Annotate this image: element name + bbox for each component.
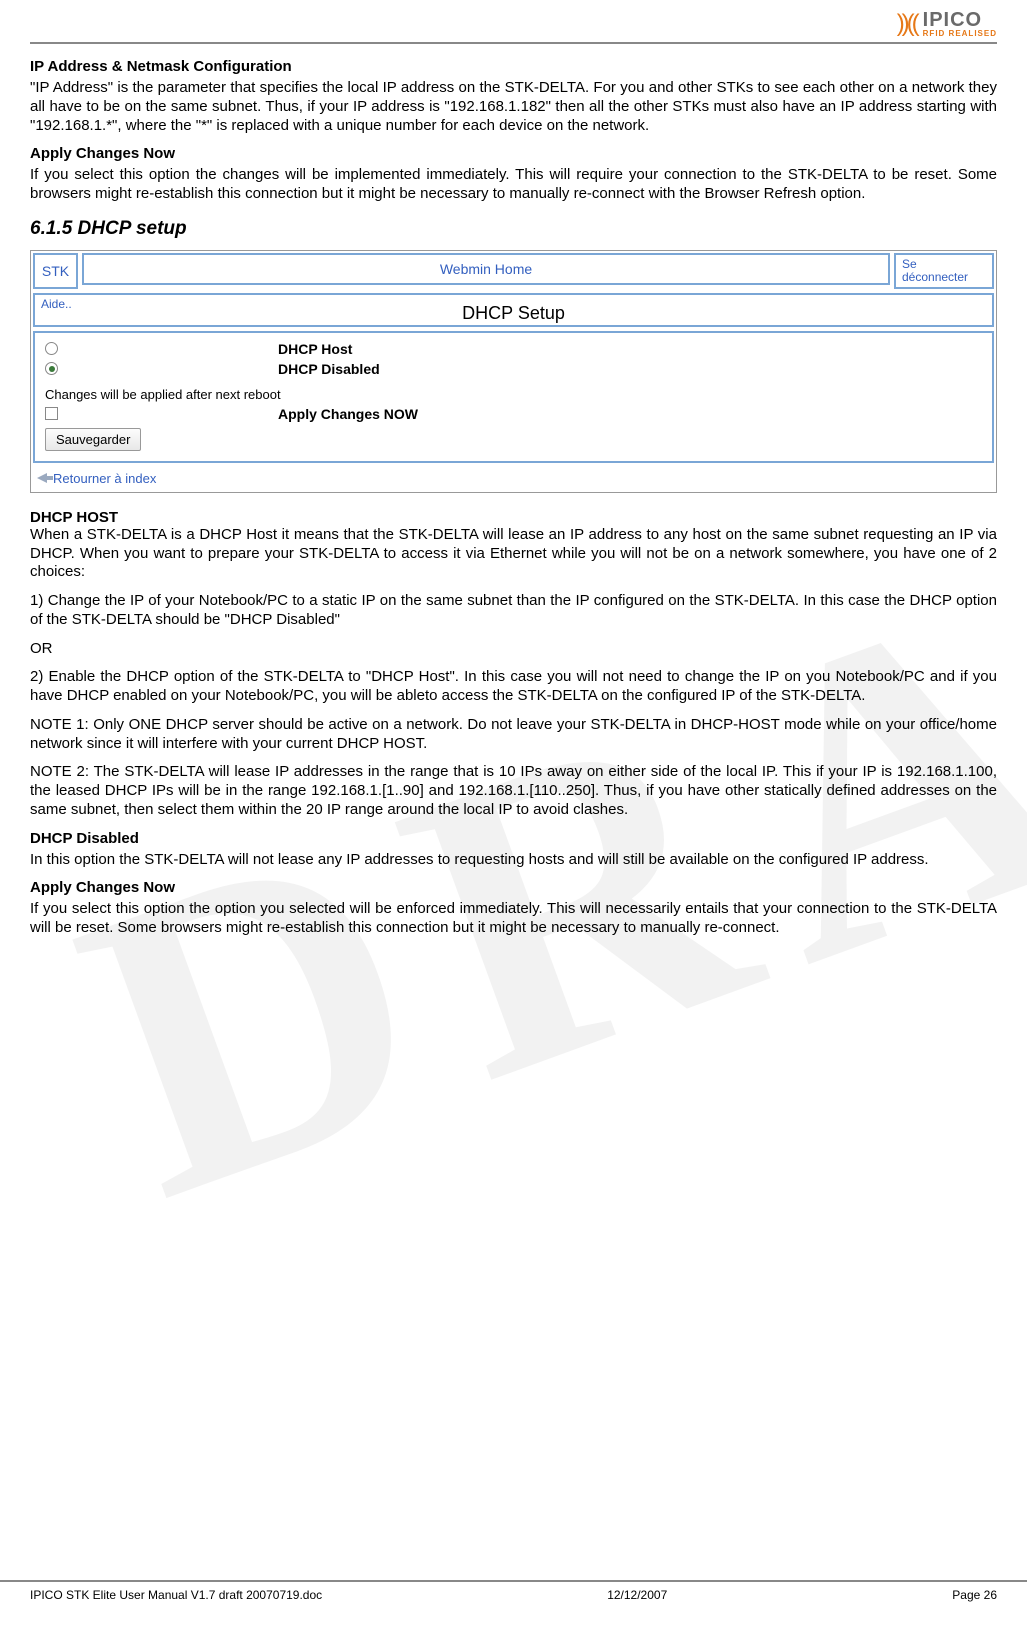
heading-ip-config: IP Address & Netmask Configuration — [30, 58, 997, 75]
header-logo-row: ))(( IPICO RFID REALISED — [30, 10, 997, 42]
label-dhcp-host: DHCP Host — [278, 341, 352, 357]
checkbox-apply-now[interactable] — [45, 407, 58, 420]
para-apply-2: If you select this option the option you… — [30, 900, 997, 938]
logo-tagline: RFID REALISED — [923, 30, 997, 38]
para-ip-config: "IP Address" is the parameter that speci… — [30, 79, 997, 135]
radio-dhcp-host[interactable] — [45, 342, 58, 355]
stk-button[interactable]: STK — [33, 253, 78, 289]
reboot-note: Changes will be applied after next reboo… — [45, 387, 982, 402]
dhcp-form: DHCP Host DHCP Disabled Changes will be … — [33, 331, 994, 463]
footer-filename: IPICO STK Elite User Manual V1.7 draft 2… — [30, 1588, 322, 1602]
module-title: DHCP Setup — [43, 299, 984, 327]
para-option-1: 1) Change the IP of your Notebook/PC to … — [30, 592, 997, 630]
webmin-home-link[interactable]: Webmin Home — [82, 253, 890, 285]
return-label: Retourner à index — [53, 471, 156, 486]
logout-link[interactable]: Se déconnecter — [894, 253, 994, 289]
logo-mark-icon: ))(( — [897, 10, 917, 38]
footer-date: 12/12/2007 — [607, 1588, 667, 1602]
heading-dhcp-setup: 6.1.5 DHCP setup — [30, 218, 997, 240]
label-apply-now: Apply Changes NOW — [278, 406, 418, 422]
save-button[interactable]: Sauvegarder — [45, 428, 141, 451]
logout-line2: déconnecter — [902, 271, 968, 284]
radio-dhcp-disabled[interactable] — [45, 362, 58, 375]
header-rule — [30, 42, 997, 44]
arrow-left-icon — [37, 473, 47, 483]
para-note-2: NOTE 2: The STK-DELTA will lease IP addr… — [30, 763, 997, 819]
heading-dhcp-disabled: DHCP Disabled — [30, 830, 997, 847]
logout-line1: Se — [902, 258, 917, 271]
label-dhcp-disabled: DHCP Disabled — [278, 361, 380, 377]
heading-apply-1: Apply Changes Now — [30, 145, 997, 162]
heading-dhcp-host: DHCP HOST — [30, 509, 997, 526]
para-dhcp-disabled: In this option the STK-DELTA will not le… — [30, 851, 997, 870]
footer-page: Page 26 — [952, 1588, 997, 1602]
help-link[interactable]: Aide.. — [41, 297, 72, 311]
para-option-2: 2) Enable the DHCP option of the STK-DEL… — [30, 668, 997, 706]
logo-name: IPICO — [923, 10, 997, 30]
logo: ))(( IPICO RFID REALISED — [897, 10, 997, 38]
dhcp-setup-screenshot: STK Webmin Home Se déconnecter Aide.. DH… — [30, 250, 997, 493]
page-footer: IPICO STK Elite User Manual V1.7 draft 2… — [0, 1580, 1027, 1612]
return-link[interactable]: Retourner à index — [31, 469, 996, 492]
para-note-1: NOTE 1: Only ONE DHCP server should be a… — [30, 716, 997, 754]
para-or: OR — [30, 640, 997, 659]
para-apply-1: If you select this option the changes wi… — [30, 166, 997, 204]
heading-apply-2: Apply Changes Now — [30, 879, 997, 896]
module-title-bar: Aide.. DHCP Setup — [33, 293, 994, 327]
para-dhcp-host: When a STK-DELTA is a DHCP Host it means… — [30, 526, 997, 582]
